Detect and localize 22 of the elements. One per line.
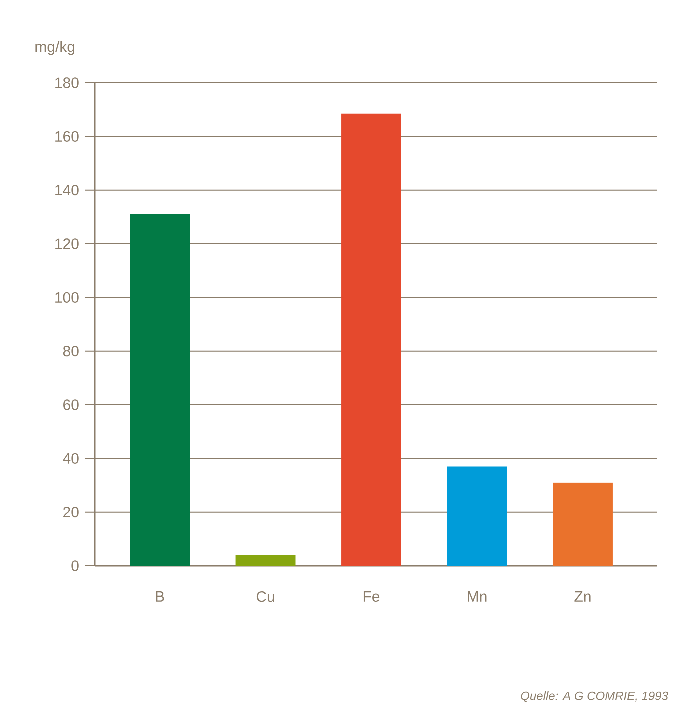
bar	[553, 482, 613, 566]
y-tick-label: 160	[56, 131, 79, 142]
y-tick-label: 100	[56, 292, 79, 303]
y-tick-label: 140	[56, 185, 79, 196]
x-tick-label: B	[156, 592, 164, 602]
y-tick-label: 0	[72, 560, 79, 572]
x-tick-label: Fe	[364, 592, 380, 602]
x-tick-label: Mn	[468, 592, 487, 602]
y-tick-label: 80	[63, 346, 79, 357]
y-tick-label: 40	[63, 453, 79, 464]
y-tick-label: 180	[56, 78, 79, 88]
bar	[342, 114, 402, 566]
bar	[236, 555, 296, 566]
bar	[130, 214, 190, 566]
x-tick-label: Zn	[574, 592, 591, 602]
source-note: Quelle: A G COMRIE, 1993	[521, 692, 668, 702]
y-tick-label: 120	[56, 238, 79, 250]
y-tick-label: 20	[64, 507, 79, 518]
bar	[447, 466, 508, 566]
y-axis-title: mg/kg	[36, 41, 75, 56]
x-tick-label: Cu	[256, 592, 274, 602]
y-tick-label: 60	[64, 400, 79, 410]
